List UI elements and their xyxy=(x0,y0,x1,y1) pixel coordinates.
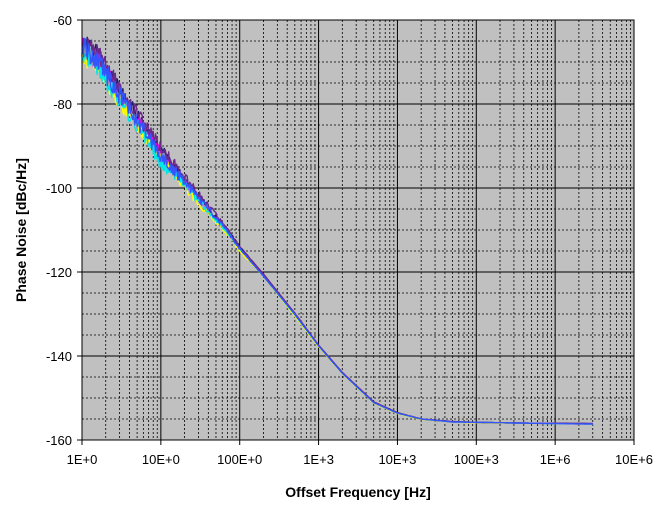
x-axis-ticks: 1E+0 10E+0 100E+0 1E+3 10E+3 100E+3 1E+6 10E+6 xyxy=(67,440,653,467)
plot-border xyxy=(81,19,635,441)
y-tick-label: -120 xyxy=(46,265,72,280)
y-tick-label: -140 xyxy=(46,349,72,364)
series-layer xyxy=(81,36,593,425)
y-axis-ticks: -60 -80 -100 -120 -140 -160 xyxy=(46,13,82,448)
y-tick-label: -160 xyxy=(46,433,72,448)
x-tick-label: 100E+3 xyxy=(454,452,499,467)
x-axis-title: Offset Frequency [Hz] xyxy=(285,484,430,500)
x-tick-label: 1E+0 xyxy=(67,452,98,467)
x-tick-label: 10E+6 xyxy=(615,452,653,467)
x-tick-label: 1E+6 xyxy=(540,452,571,467)
y-tick-label: -60 xyxy=(53,13,72,28)
minor-gridlines xyxy=(82,20,634,440)
x-tick-label: 10E+3 xyxy=(378,452,416,467)
major-gridlines xyxy=(82,20,634,440)
x-tick-label: 10E+0 xyxy=(142,452,180,467)
y-tick-label: -80 xyxy=(53,97,72,112)
y-tick-label: -100 xyxy=(46,181,72,196)
x-tick-label: 100E+0 xyxy=(217,452,262,467)
x-tick-label: 1E+3 xyxy=(303,452,334,467)
y-axis-title: Phase Noise [dBc/Hz] xyxy=(13,158,29,302)
series-line-6 xyxy=(81,37,593,425)
